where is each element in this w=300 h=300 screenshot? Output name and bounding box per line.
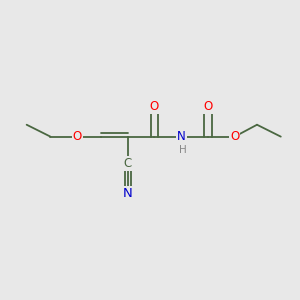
Text: C: C xyxy=(124,157,132,170)
Text: N: N xyxy=(123,187,133,200)
Text: O: O xyxy=(230,130,239,143)
Text: O: O xyxy=(150,100,159,113)
Text: H: H xyxy=(179,145,187,155)
Text: N: N xyxy=(177,130,186,143)
Text: O: O xyxy=(203,100,213,113)
Text: O: O xyxy=(73,130,82,143)
